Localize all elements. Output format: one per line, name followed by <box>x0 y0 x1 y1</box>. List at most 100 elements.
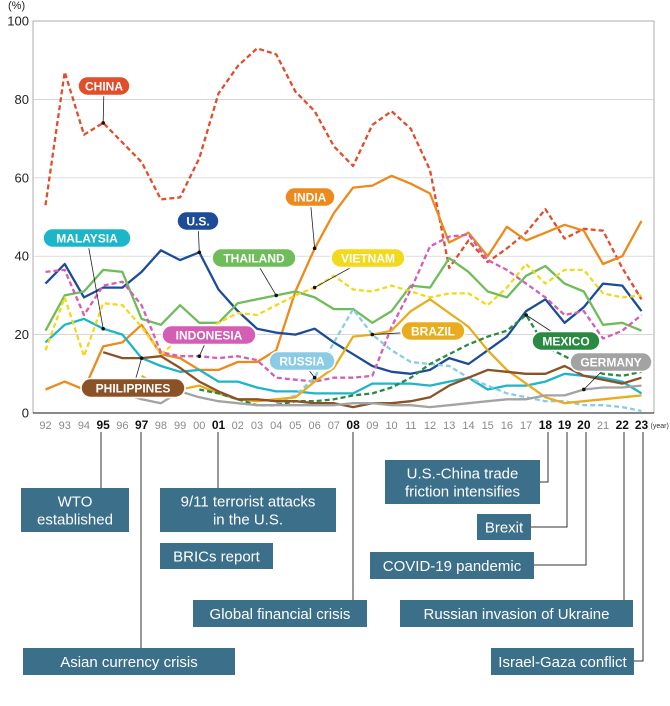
series-label-malaysia: MALAYSIA <box>42 227 132 331</box>
label-text: RUSSIA <box>279 354 325 368</box>
label-text: CHINA <box>85 79 123 93</box>
event-box <box>477 514 531 540</box>
y-unit-label: (%) <box>8 0 25 12</box>
label-text: PHILIPPINES <box>96 381 171 395</box>
event-text: 9/11 terrorist attacks <box>181 494 316 511</box>
event-text: Israel-Gaza conflict <box>498 654 627 671</box>
event-connector <box>540 432 549 483</box>
series-label-china: CHINA <box>77 75 131 125</box>
event-text: Brexit <box>485 520 524 537</box>
label-text: MALAYSIA <box>56 231 118 245</box>
x-tick-label: 01 <box>212 418 226 432</box>
label-pill <box>330 247 406 269</box>
label-text: U.S. <box>186 214 209 228</box>
label-pill <box>161 324 257 346</box>
x-tick-label: 05 <box>289 420 301 432</box>
event-text: friction intensifies <box>405 484 520 501</box>
x-tick-label: 14 <box>462 420 474 432</box>
leader-dot <box>101 326 105 331</box>
x-tick-label: 13 <box>443 420 455 432</box>
series-line-vietnam <box>44 262 642 358</box>
y-tick-label: 20 <box>15 327 29 342</box>
leader-dot <box>524 313 528 317</box>
x-tick-label: 03 <box>251 420 263 432</box>
leader-dot <box>312 246 317 251</box>
x-tick-label: 23 <box>635 418 649 432</box>
x-tick-label: 07 <box>328 420 340 432</box>
x-tick-label: 18 <box>539 418 553 432</box>
y-tick-label: 100 <box>7 14 29 29</box>
x-tick-label: 93 <box>59 420 71 432</box>
label-pill <box>211 247 297 269</box>
label-pill <box>284 186 336 208</box>
series-germany <box>122 384 642 409</box>
x-tick-label: 06 <box>309 420 321 432</box>
event-russian-invasion-of-ukraine: Russian invasion of Ukraine <box>400 432 633 627</box>
series-label-philippines: PHILIPPINES <box>80 356 186 399</box>
event-box <box>400 600 633 627</box>
event-connector <box>623 432 633 614</box>
series-label-thailand: THAILAND <box>211 247 297 298</box>
leader-dot <box>101 121 105 125</box>
event-brics-report: BRICs report <box>160 543 273 569</box>
event-brexit: Brexit <box>477 432 568 540</box>
label-pill <box>42 227 132 249</box>
x-tick-label: 09 <box>366 420 378 432</box>
x-tick-label: 92 <box>39 420 51 432</box>
x-tick-label: 95 <box>96 418 110 432</box>
series-label-indonesia: INDONESIA <box>161 324 257 358</box>
leader-dot <box>197 250 202 255</box>
label-text: BRAZIL <box>411 324 455 338</box>
series-thailand <box>44 257 642 332</box>
event-text: in the U.S. <box>213 512 283 529</box>
event-text: Russian invasion of Ukraine <box>424 606 610 623</box>
y-tick-label: 80 <box>15 92 29 107</box>
label-text: MEXICO <box>542 334 589 348</box>
label-pill <box>80 377 186 399</box>
event-covid-19-pandemic: COVID-19 pandemic <box>370 432 587 579</box>
leader-dot <box>274 293 279 298</box>
event-israel-gaza-conflict: Israel-Gaza conflict <box>491 432 644 675</box>
event-box <box>370 552 534 579</box>
event-text: U.S.-China trade <box>407 466 519 483</box>
x-tick-label: 16 <box>501 420 513 432</box>
label-text: GERMANY <box>580 355 641 369</box>
event-text: Asian currency crisis <box>60 654 198 671</box>
x-tick-label: 00 <box>193 420 205 432</box>
series-label-layer: CHINA INDIA U.S. MALAYSIA THAILAND VIETNAM IND… <box>42 75 653 399</box>
series-label-vietnam: VIETNAM <box>312 247 406 290</box>
x-tick-label: 15 <box>482 420 494 432</box>
x-tick-label: 94 <box>78 420 90 432</box>
x-tick-label: 21 <box>597 420 609 432</box>
event-connector <box>534 432 587 566</box>
x-tick-label: 96 <box>116 420 128 432</box>
axis-layer: 0 20 40 60 80 100 (%) 92 93 94 95 96 97 98 99 00 01 02 03 0… <box>7 0 668 432</box>
event-connector <box>634 432 644 662</box>
event-box <box>385 460 540 504</box>
event-text: COVID-19 pandemic <box>383 558 522 575</box>
series-line-u-s <box>44 249 643 375</box>
label-pill <box>268 350 336 372</box>
x-tick-label: 99 <box>174 420 186 432</box>
y-tick-label: 40 <box>15 249 29 264</box>
event-box <box>23 648 235 675</box>
leader-dot <box>312 375 317 380</box>
series-u-s <box>44 249 643 375</box>
x-tick-label: 19 <box>558 418 572 432</box>
series-line-china <box>44 47 643 300</box>
series-line-malaysia <box>44 317 643 395</box>
series-line-germany <box>122 384 642 409</box>
event-connector <box>531 432 568 528</box>
series-indonesia <box>45 233 643 383</box>
x-tick-label: 10 <box>385 420 397 432</box>
series-layer <box>44 47 643 413</box>
event-global-financial-crisis: Global financial crisis <box>193 432 367 627</box>
x-tick-label: 98 <box>155 420 167 432</box>
series-vietnam <box>44 262 642 358</box>
series-malaysia <box>44 317 643 395</box>
series-label-u-s: U.S. <box>176 210 220 255</box>
x-tick-label: 12 <box>424 420 436 432</box>
leader-line <box>86 237 104 329</box>
